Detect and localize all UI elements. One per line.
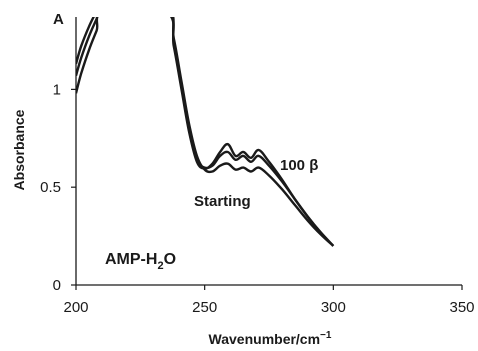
x-tick-label: 250 (192, 299, 217, 316)
x-axis-title-sup: −1 (320, 330, 332, 341)
x-ticks: 200 250 300 350 (63, 285, 475, 316)
x-axis-title-text: Wavenumber/cm (209, 331, 321, 347)
annotation-starting: Starting (194, 193, 251, 210)
y-tick-label: 0.5 (40, 179, 61, 196)
x-tick-label: 350 (449, 299, 474, 316)
x-axis-title: Wavenumber/cm−1 (209, 330, 332, 347)
x-tick-label: 300 (321, 299, 346, 316)
sample-label: AMP-H2O (105, 251, 176, 272)
y-axis-title: Absorbance (11, 109, 27, 190)
y-tick-label: 1 (53, 81, 61, 98)
y-ticks: 00.51 (40, 81, 76, 294)
sample-label-sub: 2 (157, 260, 163, 272)
series-line-2 (76, 17, 335, 247)
panel-label: A (53, 11, 64, 28)
x-tick-label: 200 (63, 299, 88, 316)
series-line-3 (76, 17, 335, 247)
series-layer (76, 17, 335, 247)
sample-label-main: AMP-H (105, 251, 157, 268)
y-tick-label: 0 (53, 277, 61, 294)
sample-label-tail: O (164, 251, 176, 268)
annotation-100-beta: 100 β (280, 157, 318, 174)
